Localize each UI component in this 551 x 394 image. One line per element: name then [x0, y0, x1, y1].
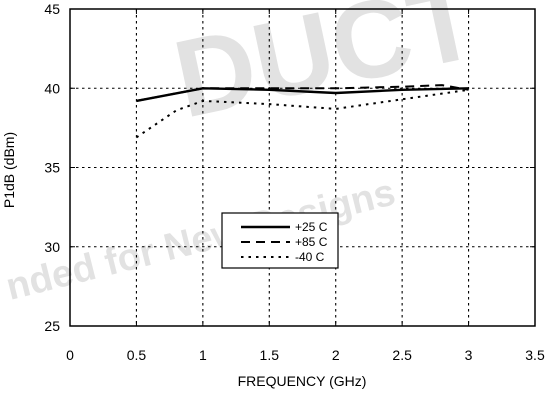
watermark-line2: nded for New Designs — [2, 171, 399, 308]
x-tick-label: 1.5 — [260, 347, 280, 363]
tick-labels: 0 0.5 1 1.5 2 2.5 3 3.5 25 30 35 40 45 — [44, 1, 545, 363]
y-tick-label: 30 — [44, 239, 60, 255]
y-tick-label: 35 — [44, 160, 60, 176]
legend-label: +25 C — [295, 220, 328, 234]
y-tick-label: 40 — [44, 80, 60, 96]
series-line--40-c — [135, 88, 469, 139]
ticks — [69, 8, 536, 327]
x-tick-label: 0.5 — [127, 347, 147, 363]
series-layer — [135, 84, 469, 139]
x-tick-label: 3 — [465, 347, 473, 363]
legend-box — [221, 212, 339, 269]
x-axis-title: FREQUENCY (GHz) — [238, 373, 367, 389]
series-line--85-c — [136, 84, 469, 102]
x-tick-label: 2 — [332, 347, 340, 363]
watermark-line1: DUCT — [164, 0, 488, 141]
y-tick-label: 45 — [44, 1, 60, 17]
legend: +25 C+85 C-40 C — [221, 212, 339, 269]
legend-label: -40 C — [295, 250, 325, 264]
x-tick-label: 2.5 — [392, 347, 412, 363]
x-tick-label: 0 — [66, 347, 74, 363]
y-tick-label: 25 — [44, 318, 60, 334]
series-line--25-c — [136, 87, 469, 103]
x-tick-label: 1 — [199, 347, 207, 363]
y-axis-title: P1dB (dBm) — [1, 132, 17, 208]
grid — [70, 9, 535, 326]
legend-label: +85 C — [295, 235, 328, 249]
x-tick-label: 3.5 — [525, 347, 545, 363]
